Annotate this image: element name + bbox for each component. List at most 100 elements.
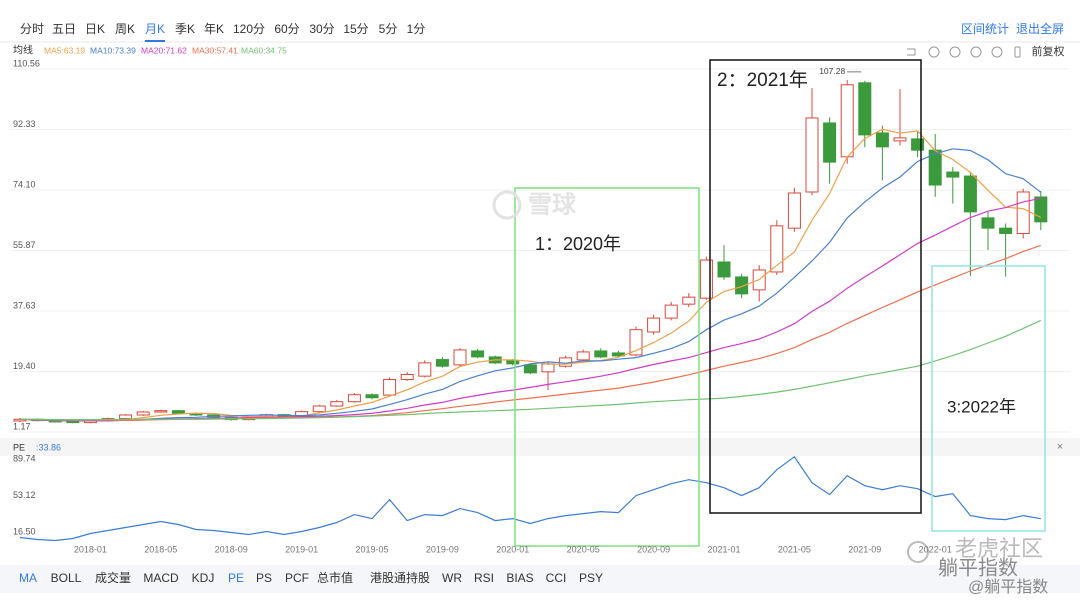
x-tick-label: 2019-09 (426, 544, 459, 554)
candle-body (735, 276, 749, 295)
period-tab[interactable]: 五日 (52, 22, 76, 36)
candle-body (981, 217, 995, 229)
period-tab[interactable]: 季K (175, 22, 195, 36)
indicator-tab[interactable]: PE (228, 571, 244, 585)
period-tab[interactable]: 60分 (274, 22, 299, 36)
indicator-tab[interactable]: 总市值 (317, 570, 353, 585)
close-icon[interactable]: × (1057, 441, 1063, 453)
watermark: 躺平指数 (938, 556, 1018, 579)
period-tab[interactable]: 5分 (379, 22, 398, 36)
candle-body (911, 138, 925, 151)
indicator-tab[interactable]: PCF (285, 571, 309, 585)
legend-item: MA5:63.19 (44, 45, 85, 55)
candle-body (805, 117, 819, 193)
tool-icons (907, 46, 1021, 58)
indicator-tab[interactable]: KDJ (192, 571, 215, 585)
annotation: 3:2022年 (947, 397, 1016, 416)
candle-body (383, 378, 397, 396)
adjust-toggle[interactable]: 前复权 (1032, 44, 1065, 58)
y-tick-label: 53.12 (13, 490, 36, 500)
candle-body (471, 350, 485, 358)
period-tab[interactable]: 日K (85, 22, 105, 36)
candle-body (840, 84, 854, 158)
watermark: 雪球 (528, 191, 577, 218)
pe-line (19, 455, 1041, 542)
candle-body (347, 394, 361, 403)
period-tab[interactable]: 分时 (20, 22, 44, 36)
indicator-tab[interactable]: BOLL (51, 571, 82, 585)
y-tick-label: 89.74 (13, 453, 36, 463)
period-tab[interactable]: 30分 (309, 22, 334, 36)
logo-icon (492, 190, 522, 220)
x-tick-label: 2022-01 (919, 544, 952, 554)
candle-body (365, 394, 379, 399)
toolbar-action[interactable]: 区间统计 (961, 22, 1009, 36)
y-tick-label: 92.33 (13, 119, 36, 129)
candle-body (1034, 196, 1048, 223)
watermark: 老虎社区 (955, 536, 1043, 561)
x-tick-label: 2018-05 (144, 544, 177, 554)
ma-line (19, 128, 1042, 422)
ma-line (19, 148, 1042, 422)
ma-legend-title: 均线 (13, 44, 33, 57)
candle-body (770, 225, 784, 273)
indicator-tab[interactable]: MACD (143, 571, 179, 585)
x-tick-label: 2018-01 (74, 544, 107, 554)
candle-body (418, 362, 432, 377)
candle-body (506, 360, 520, 365)
pe-label: PE (13, 442, 25, 452)
x-tick-label: 2020-01 (496, 544, 529, 554)
indicator-tab[interactable]: 成交量 (95, 570, 131, 585)
legend-item: MA20:71.62 (141, 45, 187, 55)
indicator-tab[interactable]: PSY (579, 571, 603, 585)
lock-icon[interactable] (1014, 46, 1021, 58)
x-tick-label: 2020-05 (567, 544, 600, 554)
candle-body (523, 364, 537, 374)
box-2021 (709, 59, 922, 514)
legend-item: MA30:57.41 (192, 45, 238, 55)
candle-body (963, 175, 977, 213)
indicator-tab[interactable]: 港股通持股 (370, 570, 430, 585)
x-tick-label: 2019-05 (355, 544, 388, 554)
toolbar-action[interactable]: 退出全屏 (1016, 21, 1064, 36)
box-2022 (931, 265, 1046, 532)
y-tick-label: 16.50 (13, 526, 36, 536)
undo-icon[interactable] (907, 48, 916, 56)
period-tab[interactable]: 年K (204, 22, 224, 36)
y-tick-label: 74.10 (13, 179, 36, 189)
indicator-tab[interactable]: BIAS (506, 571, 533, 585)
indicator-tab[interactable]: PS (256, 571, 272, 585)
candle-body (154, 410, 168, 413)
candle-body (312, 405, 326, 413)
y-tick-label: 1.17 (13, 421, 31, 431)
candle-body (682, 296, 696, 305)
period-tab[interactable]: 15分 (343, 22, 368, 36)
candle-body (453, 349, 467, 366)
annotation: 1：2020年 (535, 234, 621, 254)
zoom-out-icon[interactable] (949, 46, 961, 58)
right-icon[interactable] (991, 46, 1003, 58)
box-2020 (514, 187, 700, 547)
candle-body (999, 227, 1013, 234)
period-tab[interactable]: 1分 (407, 22, 426, 36)
x-tick-label: 2019-01 (285, 544, 318, 554)
indicator-tab[interactable]: RSI (474, 571, 494, 585)
left-icon[interactable] (970, 46, 982, 58)
indicator-tab[interactable]: WR (442, 571, 462, 585)
period-tab[interactable]: 月K (145, 22, 165, 36)
candle-body (136, 411, 150, 416)
candle-body (541, 363, 555, 373)
candle-body (787, 192, 801, 229)
indicator-tab[interactable]: CCI (546, 571, 567, 585)
zoom-in-icon[interactable] (928, 46, 940, 58)
candle-body (664, 304, 678, 319)
indicator-tab[interactable]: MA (19, 571, 37, 585)
wechat-icon (907, 541, 929, 563)
period-tab[interactable]: 周K (115, 22, 135, 36)
legend-item: MA10:73.39 (90, 45, 136, 55)
y-tick-label: 37.63 (13, 300, 36, 310)
period-tab[interactable]: 120分 (233, 22, 265, 36)
watermark: @躺平指数 (968, 578, 1048, 596)
